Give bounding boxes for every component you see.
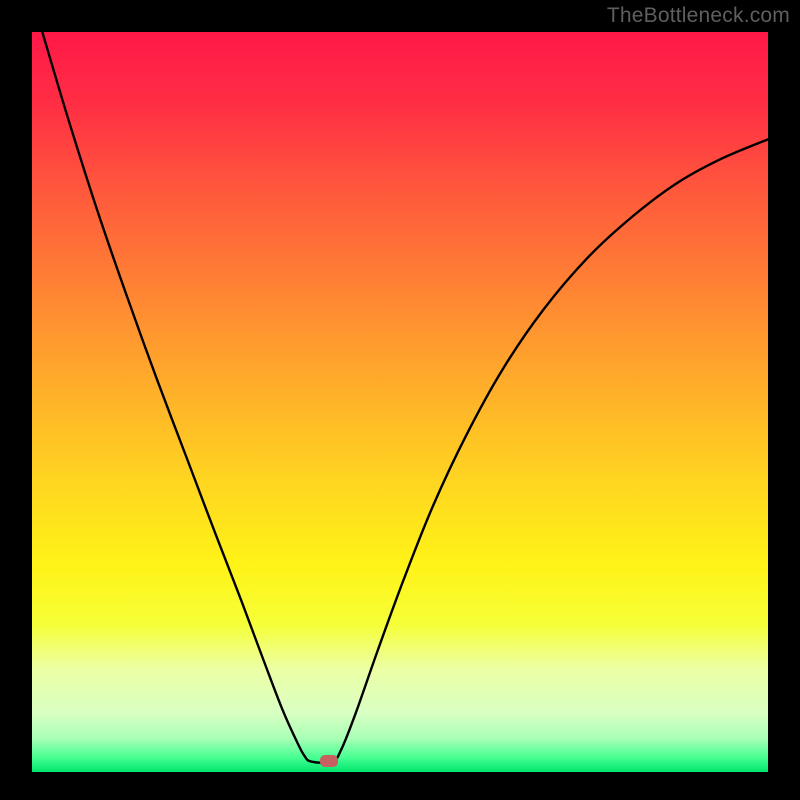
bottleneck-curve <box>32 32 768 772</box>
chart-container: TheBottleneck.com <box>0 0 800 800</box>
watermark-text: TheBottleneck.com <box>607 4 790 28</box>
curve-path <box>42 32 768 763</box>
plot-area <box>32 32 768 772</box>
optimal-marker <box>320 755 338 767</box>
